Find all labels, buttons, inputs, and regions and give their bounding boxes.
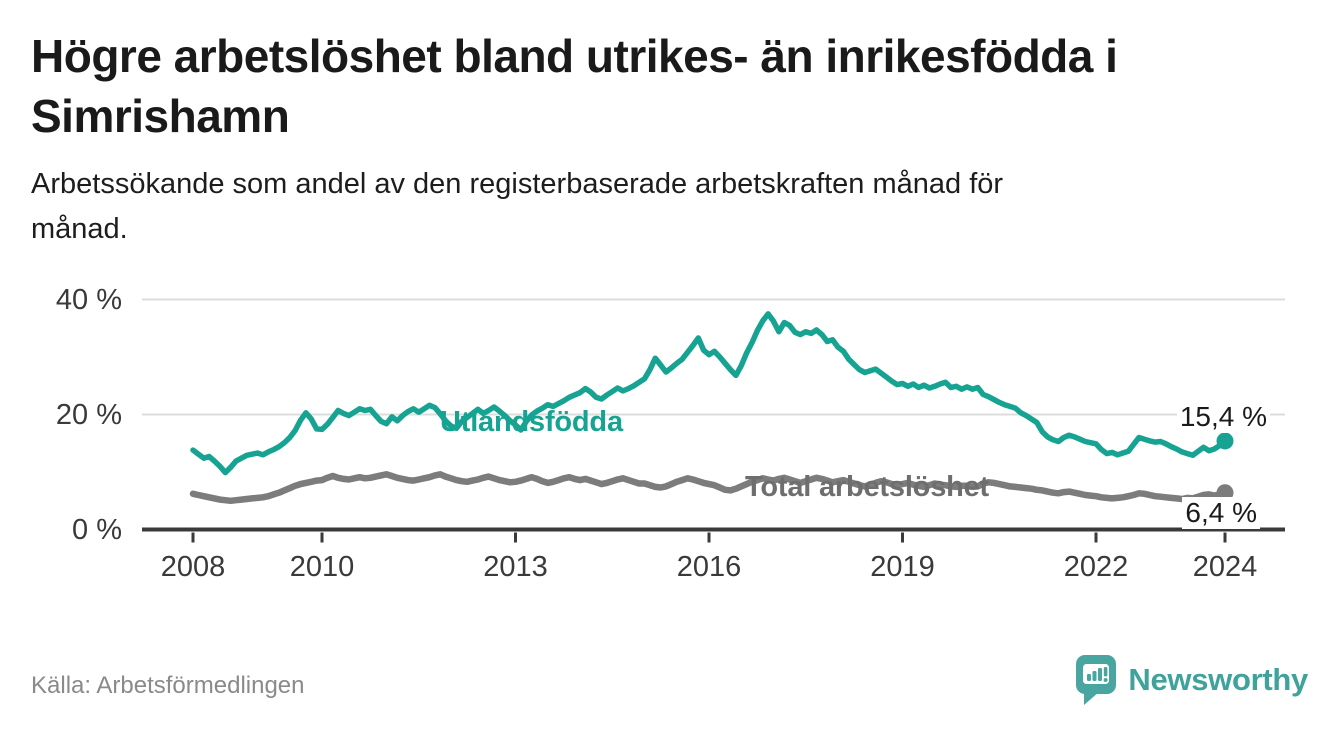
- series-line-0: [190, 311, 1228, 476]
- y-axis-label-40: 40 %: [55, 283, 122, 316]
- plot-area: [142, 298, 1285, 543]
- newsworthy-logo-icon: [1076, 655, 1117, 705]
- x-axis-label-2019: 2019: [870, 551, 935, 583]
- newsworthy-brand: Newsworthy: [1075, 655, 1308, 705]
- series-end-value-1: 6,4 %: [1182, 497, 1260, 529]
- x-axis-label-2013: 2013: [483, 551, 548, 583]
- newsworthy-wordmark: Newsworthy: [1128, 662, 1308, 697]
- series-end-dot-0: [1216, 432, 1234, 450]
- series-label-1: Total arbetslöshet: [745, 471, 990, 503]
- x-axis-label-2016: 2016: [676, 551, 742, 583]
- source-note: Källa: Arbetsförmedlingen: [31, 672, 305, 699]
- y-axis-label-20: 20 %: [55, 398, 122, 431]
- x-axis-label-2008: 2008: [160, 551, 226, 583]
- x-axis-label-2024: 2024: [1192, 551, 1258, 583]
- page-title-line-1: Högre arbetslöshet bland utrikes- än inr…: [31, 30, 1118, 82]
- page-title: Högre arbetslöshet bland utrikes- än inr…: [31, 26, 1118, 146]
- x-axis-label-2022: 2022: [1063, 551, 1129, 583]
- series-end-value-0: 15,4 %: [1176, 401, 1270, 433]
- series-line-1: [189, 471, 1229, 505]
- y-axis-label-0: 0 %: [72, 513, 122, 546]
- series-label-0: Utlandsfödda: [440, 406, 623, 438]
- series-end-dot-1: [1216, 484, 1234, 502]
- chart-subtitle-line-1: Arbetssökande som andel av den registerb…: [31, 168, 1004, 200]
- chart-subtitle: Arbetssökande som andel av den registerb…: [31, 162, 1003, 252]
- x-axis-label-2010: 2010: [289, 551, 355, 583]
- unemployment-line-chart: 2008 2010 2013 2016 2019 2022 2024 0 % 20 % 40 % U…: [0, 270, 1340, 615]
- page-title-line-2: Simrishamn: [31, 90, 290, 142]
- chart-subtitle-line-2: månad.: [31, 213, 128, 245]
